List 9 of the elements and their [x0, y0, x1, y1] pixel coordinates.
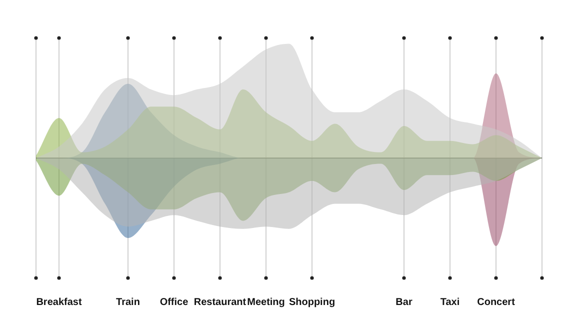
x-tick-label: Bar — [396, 296, 412, 308]
x-tick-label: Taxi — [440, 296, 460, 308]
x-tick-label: Breakfast — [36, 296, 82, 308]
x-tick-label: Shopping — [288, 296, 336, 308]
x-tick-label: Concert — [477, 296, 516, 308]
x-tick-label: Train — [116, 296, 140, 308]
x-tick-label: Meeting — [247, 296, 285, 308]
x-tick-label: Office — [160, 296, 189, 308]
x-tick-label: Restaurant — [194, 296, 247, 308]
